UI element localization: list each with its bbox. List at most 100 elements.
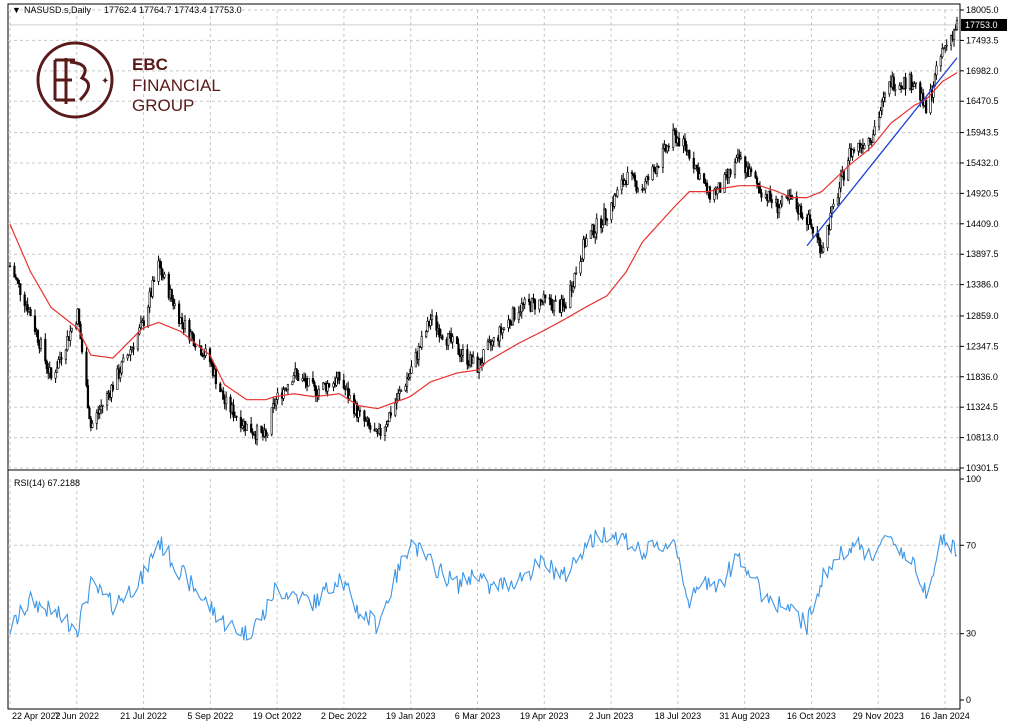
x-tick-label: 18 Jul 2023 [655,711,702,721]
candle-body [461,349,465,356]
candle-body [836,197,839,205]
candle-body [404,385,407,391]
candle-body [363,410,366,422]
candle-body [910,74,913,90]
candle-body [66,336,69,351]
candle-body [657,166,660,168]
candle-body [180,317,184,323]
candle-body [480,362,484,366]
candle-body [50,367,53,379]
trendline [806,57,958,247]
candle-body [779,203,782,209]
candle-body [39,338,42,349]
candle-body [698,173,701,180]
candle-body [616,189,619,197]
candle-body [407,376,410,380]
candle-body [275,399,278,406]
candle-body [455,336,459,345]
dropdown-icon[interactable]: ▼ [12,5,21,15]
candle-body [282,389,285,399]
rsi-tick-label: 100 [966,474,981,484]
candle-body [105,393,109,406]
candle-body [626,171,629,185]
x-tick-label: 21 Jul 2022 [120,711,167,721]
candle-body [222,390,225,400]
x-tick-label: 31 Aug 2023 [719,711,770,721]
candle-body [692,157,695,169]
candle-body [808,214,812,225]
candle-body [630,171,634,174]
candle-body [754,171,757,179]
candle-body [245,423,248,431]
candle-body [530,298,534,312]
candle-body [507,319,510,328]
candle-body [163,273,166,278]
x-tick-label: 16 Oct 2023 [787,711,836,721]
y-tick-label: 10301.5 [966,463,999,473]
candle-body [322,382,325,390]
candle-body [892,76,895,90]
candle-body [98,409,101,414]
candle-body [501,329,504,334]
candle-body [735,157,738,164]
candle-body [847,160,850,181]
candle-body [519,311,522,314]
ohlc-label: 17762.4 17764.7 17743.4 17753.0 [104,5,242,15]
candle-body [342,379,345,389]
candle-body [460,355,463,358]
candle-body [167,273,170,299]
candle-body [600,218,603,228]
candle-body [188,320,191,340]
candle-body [929,89,932,114]
grid [8,9,960,708]
candle-body [883,93,887,98]
candle-body [116,368,119,390]
candle-body [952,29,956,41]
candle-body [426,320,429,332]
candle-body [942,47,945,49]
candle-body [250,423,253,433]
candle-body [54,372,57,379]
candle-body [888,81,891,95]
candle-body [369,425,372,430]
candle-body [688,150,691,159]
candle-body [194,345,197,348]
candle-body [292,375,295,383]
candle-body [385,424,388,428]
candle-body [173,303,176,306]
candle-body [136,333,140,350]
candle-body [151,280,154,297]
candle-body [810,223,813,228]
candle-body [879,110,882,118]
candle-body [548,297,551,300]
candle-body [307,377,310,387]
x-tick-label: 2 Dec 2022 [321,711,367,721]
candle-body [441,335,444,340]
candle-body [45,360,48,369]
candle-body [552,300,556,312]
candle-body [675,130,678,144]
y-tick-label: 12347.5 [966,341,999,351]
candle-body [755,177,759,184]
candle-body [91,422,94,428]
candle-body [95,412,98,424]
candle-body [873,126,876,135]
candle-body [647,176,650,181]
candle-body [716,187,719,195]
candle-body [839,175,842,189]
candle-body [100,406,103,411]
candle-body [158,260,162,269]
candle-body [60,357,63,360]
candle-body [939,56,942,67]
candle-body [697,167,700,180]
candle-body [119,372,122,379]
y-tick-label: 16470.5 [966,96,999,106]
candle-body [430,315,434,321]
candle-body [652,166,656,170]
candle-body [225,396,228,405]
candle-body [589,230,592,239]
candle-body [633,175,637,182]
candle-body [527,298,531,303]
candle-body [160,267,163,276]
